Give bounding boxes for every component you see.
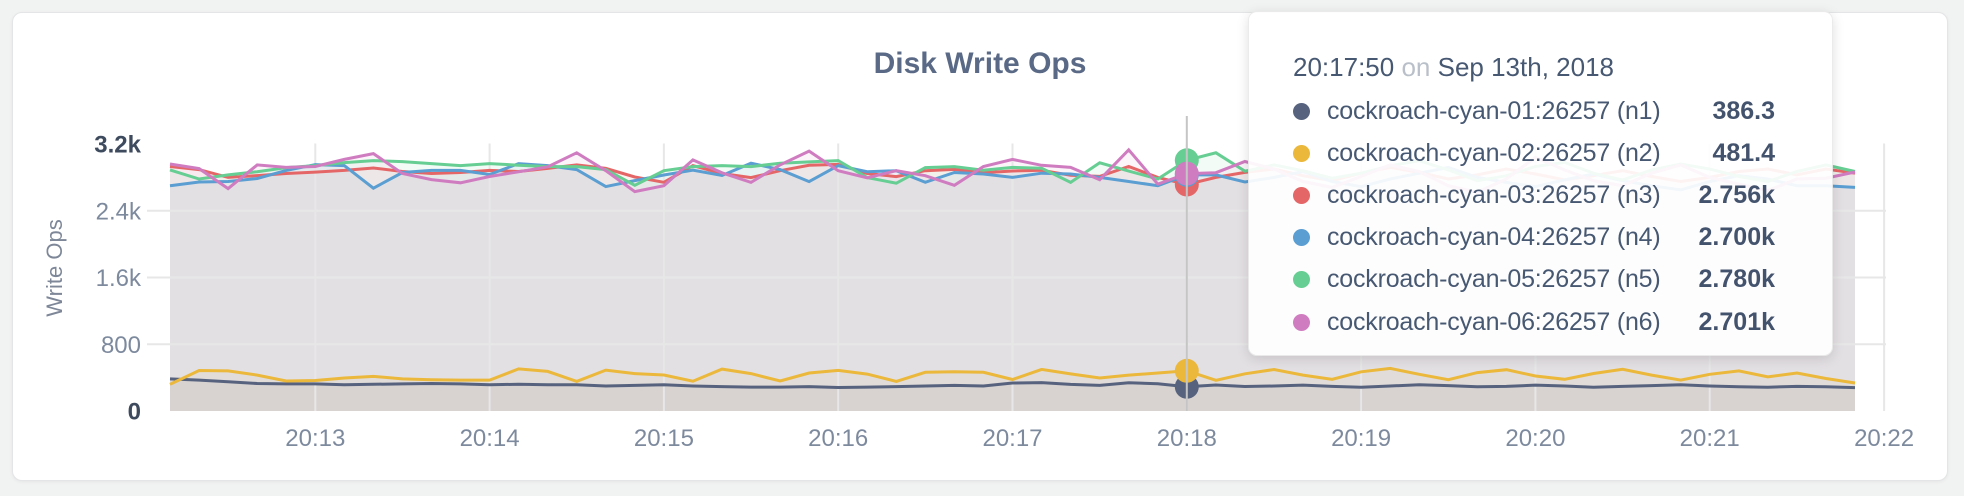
- y-tick-label: 800: [101, 332, 141, 359]
- series-name: cockroach-cyan-05:26257 (n5): [1327, 265, 1661, 294]
- x-tick-label: 20:13: [285, 425, 345, 452]
- y-axis-label: Write Ops: [42, 219, 67, 316]
- tooltip-conjunction: on: [1401, 52, 1431, 82]
- series-value: 2.701k: [1698, 307, 1775, 336]
- series-color-dot: [1293, 229, 1310, 247]
- tooltip-row: cockroach-cyan-05:26257 (n5) 2.780k: [1293, 259, 1775, 301]
- x-tick-label: 20:22: [1854, 425, 1914, 452]
- series-value: 386.3: [1712, 96, 1775, 125]
- series-value: 2.700k: [1698, 223, 1775, 252]
- series-line-n1: [169, 377, 1856, 390]
- x-tick-label: 20:20: [1505, 425, 1565, 452]
- series-name: cockroach-cyan-03:26257 (n3): [1327, 180, 1661, 209]
- series-color-dot: [1293, 271, 1310, 289]
- series-name: cockroach-cyan-02:26257 (n2): [1327, 138, 1661, 167]
- x-tick-label: 20:14: [460, 425, 520, 452]
- series-name: cockroach-cyan-04:26257 (n4): [1327, 223, 1661, 252]
- x-tick-label: 20:15: [634, 425, 694, 452]
- y-tick-label: 0: [128, 399, 141, 426]
- x-tick-label: 20:17: [982, 425, 1042, 452]
- tooltip-time: 20:17:50: [1293, 52, 1395, 82]
- tooltip-row: cockroach-cyan-01:26257 (n1) 386.3: [1293, 90, 1775, 132]
- series-value: 481.4: [1712, 138, 1775, 167]
- hover-tooltip: 20:17:50 on Sep 13th, 2018 cockroach-cya…: [1248, 11, 1833, 356]
- x-tick-label: 20:21: [1680, 425, 1740, 452]
- x-tick-label: 20:18: [1157, 425, 1217, 452]
- x-axis-ticks: 20:13 20:14 20:15 20:16 20:17 20:18 20:19 20:20…: [285, 425, 1914, 452]
- tooltip-row: cockroach-cyan-04:26257 (n4) 2.700k: [1293, 217, 1775, 259]
- y-tick-label: 3.2k: [94, 132, 141, 159]
- y-axis-ticks: 0 800 1.6k 2.4k 3.2k: [94, 132, 142, 426]
- series-name: cockroach-cyan-06:26257 (n6): [1327, 307, 1661, 336]
- series-value: 2.756k: [1698, 180, 1775, 209]
- series-name: cockroach-cyan-01:26257 (n1): [1327, 96, 1661, 125]
- tooltip-date: Sep 13th, 2018: [1437, 52, 1614, 82]
- tooltip-row: cockroach-cyan-06:26257 (n6) 2.701k: [1293, 301, 1775, 343]
- series-color-dot: [1293, 186, 1310, 204]
- y-tick-label: 1.6k: [96, 265, 142, 292]
- tooltip-header: 20:17:50 on Sep 13th, 2018: [1293, 47, 1775, 87]
- series-line-n2: [169, 366, 1856, 386]
- x-tick-label: 20:16: [808, 425, 868, 452]
- series-color-dot: [1293, 144, 1310, 162]
- series-color-dot: [1293, 313, 1310, 331]
- y-tick-label: 2.4k: [96, 198, 142, 225]
- series-value: 2.780k: [1698, 265, 1775, 294]
- chart-title: Disk Write Ops: [874, 47, 1087, 80]
- tooltip-row: cockroach-cyan-03:26257 (n3) 2.756k: [1293, 174, 1775, 216]
- series-color-dot: [1293, 102, 1310, 120]
- x-tick-label: 20:19: [1331, 425, 1391, 452]
- tooltip-row: cockroach-cyan-02:26257 (n2) 481.4: [1293, 132, 1775, 174]
- tooltip-rows: cockroach-cyan-01:26257 (n1) 386.3 cockroa…: [1293, 90, 1775, 343]
